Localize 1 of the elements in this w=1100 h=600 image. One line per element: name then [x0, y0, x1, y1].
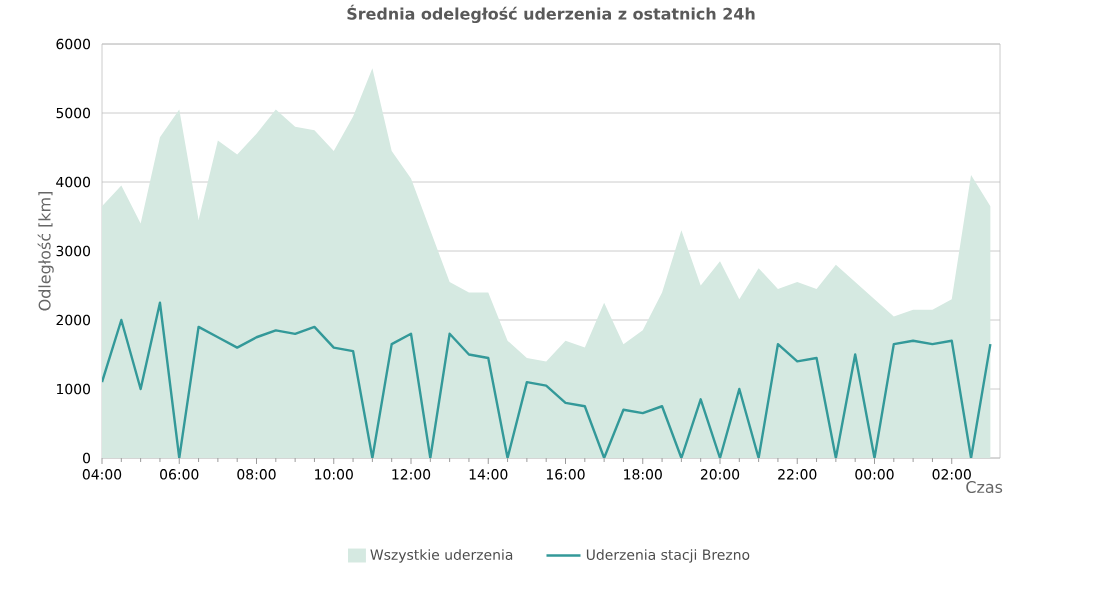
line-series	[102, 301, 992, 458]
